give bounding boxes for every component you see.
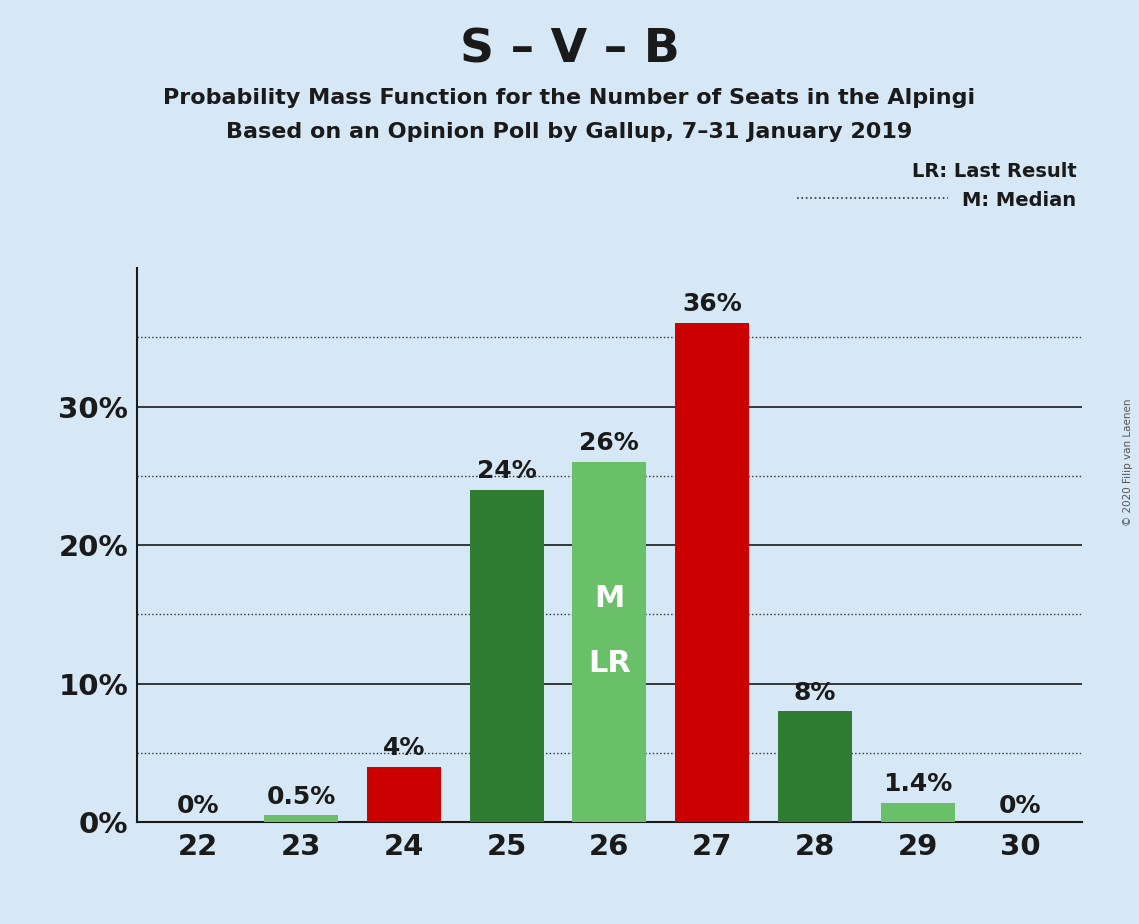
Text: S – V – B: S – V – B (459, 28, 680, 73)
Text: © 2020 Filip van Laenen: © 2020 Filip van Laenen (1123, 398, 1133, 526)
Text: M: Median: M: Median (962, 191, 1076, 211)
Text: 26%: 26% (580, 432, 639, 456)
Bar (469, 490, 543, 822)
Bar (675, 323, 749, 822)
Bar (367, 767, 441, 822)
Text: 0.5%: 0.5% (267, 784, 336, 808)
Text: 36%: 36% (682, 293, 741, 316)
Bar (573, 462, 646, 822)
Text: 0%: 0% (177, 795, 220, 819)
Text: Probability Mass Function for the Number of Seats in the Alpingi: Probability Mass Function for the Number… (163, 88, 976, 108)
Text: 4%: 4% (383, 736, 425, 760)
Bar (778, 711, 852, 822)
Bar (264, 816, 338, 822)
Text: 24%: 24% (477, 459, 536, 482)
Text: Based on an Opinion Poll by Gallup, 7–31 January 2019: Based on an Opinion Poll by Gallup, 7–31… (227, 122, 912, 142)
Text: 8%: 8% (794, 681, 836, 704)
Text: M: M (595, 585, 624, 614)
Bar (880, 803, 954, 822)
Text: LR: Last Result: LR: Last Result (911, 162, 1076, 181)
Text: 1.4%: 1.4% (883, 772, 952, 796)
Text: 0%: 0% (999, 795, 1042, 819)
Text: LR: LR (588, 650, 631, 678)
